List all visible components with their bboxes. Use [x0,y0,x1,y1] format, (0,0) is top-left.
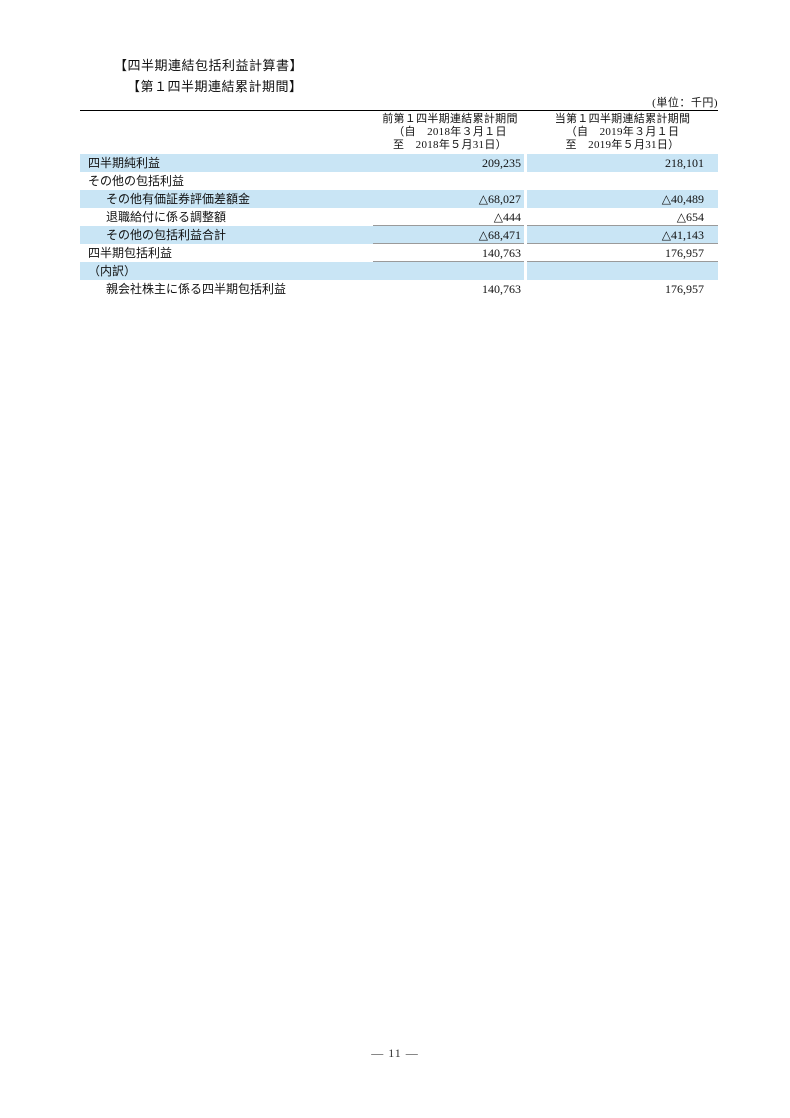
row-value-prior: △444 [373,208,524,226]
statement-subtitle: 【第１四半期連結累計期間】 [127,79,303,94]
table-row: その他有価証券評価差額金 △68,027 △40,489 [80,190,718,208]
table-row: （内訳） [80,262,718,280]
row-value-current [527,172,718,190]
row-value-prior: 140,763 [482,282,521,296]
column-header-period-to: 至 2019年５月31日） [565,139,680,151]
table-row: 四半期包括利益 140,763 176,957 [80,244,718,262]
row-value-prior: △68,027 [373,190,524,208]
row-label: その他の包括利益 [88,174,185,188]
column-header-period-name: 前第１四半期連結累計期間 [382,113,518,125]
column-gap [524,208,527,226]
unit-label: (単位：千円) [652,97,718,109]
row-label: 親会社株主に係る四半期包括利益 [106,282,287,296]
column-gap [524,190,527,208]
row-label: その他有価証券評価差額金 [80,190,373,208]
row-value-prior: 209,235 [373,154,524,172]
column-gap [524,244,527,262]
column-gap [524,172,527,190]
header-label-spacer [80,113,373,152]
row-value-prior: 140,763 [373,244,524,262]
table-row: 退職給付に係る調整額 △444 △654 [80,208,718,226]
row-value-prior [373,262,524,280]
column-gap [524,154,527,172]
table-row: その他の包括利益 [80,172,718,190]
row-label: 退職給付に係る調整額 [106,210,227,224]
row-label: （内訳） [80,262,373,280]
column-gap [524,262,527,280]
table-row: 四半期純利益 209,235 218,101 [80,154,718,172]
table-header-row: 前第１四半期連結累計期間 （自 2018年３月１日 至 2018年５月31日） … [80,111,718,154]
page-number: — 11 — [371,1046,419,1060]
row-value-current: 218,101 [527,154,718,172]
table-row: 親会社株主に係る四半期包括利益 140,763 176,957 [80,280,718,298]
table-body: 四半期純利益 209,235 218,101 その他の包括利益 その他有価証券評… [80,154,718,298]
row-value-current [527,262,718,280]
row-value-current: 176,957 [527,244,718,262]
row-label: 四半期包括利益 [88,246,173,260]
row-value-prior [373,172,524,190]
column-header-period-name: 当第１四半期連結累計期間 [554,113,691,125]
row-value-current: △654 [527,208,718,226]
column-header-prior-period: 前第１四半期連結累計期間 （自 2018年３月１日 至 2018年５月31日） [373,113,527,152]
row-label: 四半期純利益 [80,154,373,172]
row-value-current: 176,957 [665,282,704,296]
column-header-current-period: 当第１四半期連結累計期間 （自 2019年３月１日 至 2019年５月31日） [527,113,718,152]
row-label: その他の包括利益合計 [80,226,373,244]
row-value-prior: △68,471 [373,226,524,244]
column-gap [524,280,527,298]
row-value-current: △41,143 [527,226,718,244]
row-value-current: △40,489 [527,190,718,208]
statement-title: 【四半期連結包括利益計算書】 [114,58,304,73]
comprehensive-income-table: 前第１四半期連結累計期間 （自 2018年３月１日 至 2018年５月31日） … [80,110,718,298]
column-header-period-from: （自 2019年３月１日 [565,126,680,138]
column-header-period-to: 至 2018年５月31日） [393,139,507,151]
column-gap [524,226,527,244]
column-header-period-from: （自 2018年３月１日 [393,126,507,138]
table-row: その他の包括利益合計 △68,471 △41,143 [80,226,718,244]
